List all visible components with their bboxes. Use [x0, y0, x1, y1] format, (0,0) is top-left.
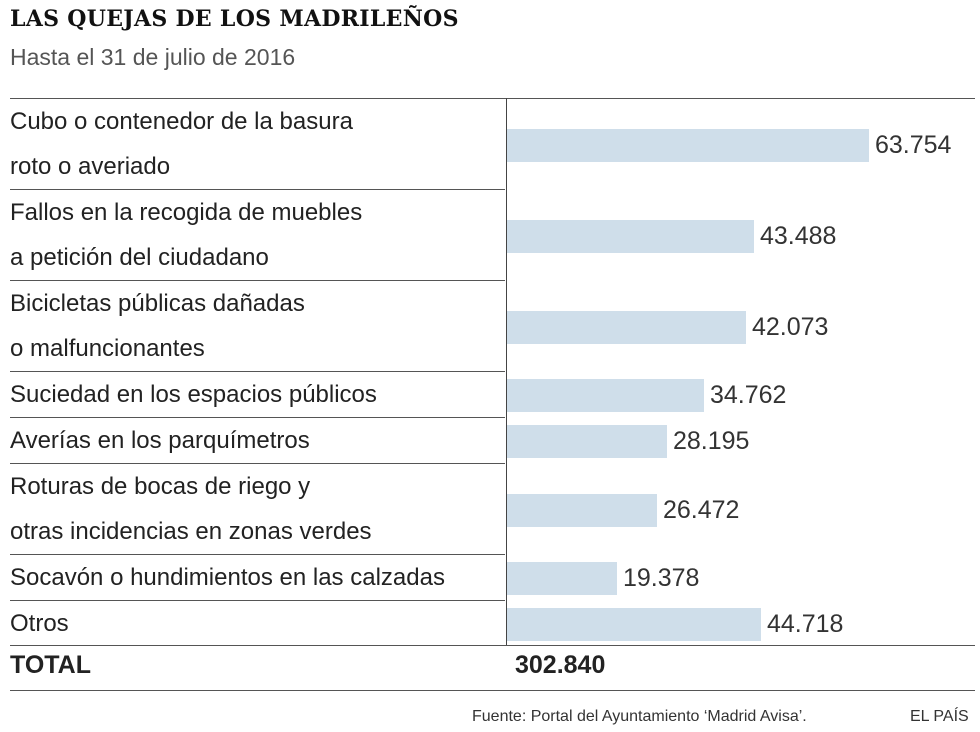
bar — [507, 425, 667, 458]
category-label-line: Otros — [10, 610, 69, 637]
row-separator — [10, 554, 505, 555]
total-label: TOTAL — [10, 651, 92, 679]
category-label-line: Socavón o hundimientos en las calzadas — [10, 564, 445, 591]
bar — [507, 129, 869, 162]
category-label: Bicicletas públicas dañadas o malfunciona… — [10, 281, 500, 371]
total-value: 302.840 — [515, 651, 606, 679]
axis-line — [506, 98, 507, 645]
category-label-line: roto o averiado — [10, 153, 171, 180]
bottom-rule — [10, 690, 975, 691]
category-label: Roturas de bocas de riego y otras inciden… — [10, 464, 500, 554]
row-separator — [10, 600, 505, 601]
category-label: Averías en los parquímetros — [10, 418, 500, 463]
source-note: Fuente: Portal del Ayuntamiento ‘Madrid … — [472, 708, 807, 725]
category-label-line: o malfuncionantes — [10, 335, 205, 362]
value-label: 28.195 — [673, 427, 750, 455]
category-label-line: a petición del ciudadano — [10, 244, 269, 271]
row-separator — [10, 417, 505, 418]
value-label: 34.762 — [710, 381, 787, 409]
row-separator — [10, 280, 505, 281]
category-label: Fallos en la recogida de muebles a petici… — [10, 190, 500, 280]
bar — [507, 494, 657, 527]
category-label: Suciedad en los espacios públicos — [10, 372, 500, 417]
value-label: 44.718 — [767, 610, 844, 638]
value-label: 26.472 — [663, 496, 740, 524]
category-label-line: Averías en los parquímetros — [10, 427, 310, 454]
value-label: 63.754 — [875, 131, 952, 159]
value-label: 43.488 — [760, 222, 837, 250]
category-label-line: Suciedad en los espacios públicos — [10, 381, 377, 408]
bar — [507, 311, 746, 344]
category-label-line: otras incidencias en zonas verdes — [10, 518, 372, 545]
category-label-line: Roturas de bocas de riego y — [10, 473, 311, 500]
bar — [507, 608, 761, 641]
row-separator — [10, 463, 505, 464]
chart-subtitle: Hasta el 31 de julio de 2016 — [10, 44, 296, 70]
category-label-line: Bicicletas públicas dañadas — [10, 290, 305, 317]
row-separator — [10, 189, 505, 190]
category-label: Socavón o hundimientos en las calzadas — [10, 555, 500, 600]
category-label-line: Cubo o contenedor de la basura — [10, 108, 353, 135]
category-label: Cubo o contenedor de la basura roto o ave… — [10, 99, 500, 189]
bar — [507, 379, 704, 412]
top-rule — [10, 98, 975, 99]
row-separator — [10, 371, 505, 372]
total-top-rule — [10, 645, 975, 646]
category-label: Otros — [10, 601, 500, 646]
bar — [507, 562, 617, 595]
value-label: 19.378 — [623, 564, 700, 592]
value-label: 42.073 — [752, 313, 829, 341]
brand-logo: EL PAÍS — [910, 708, 969, 725]
chart-title: LAS QUEJAS DE LOS MADRILEÑOS — [10, 6, 459, 32]
bar — [507, 220, 754, 253]
category-label-line: Fallos en la recogida de muebles — [10, 199, 363, 226]
